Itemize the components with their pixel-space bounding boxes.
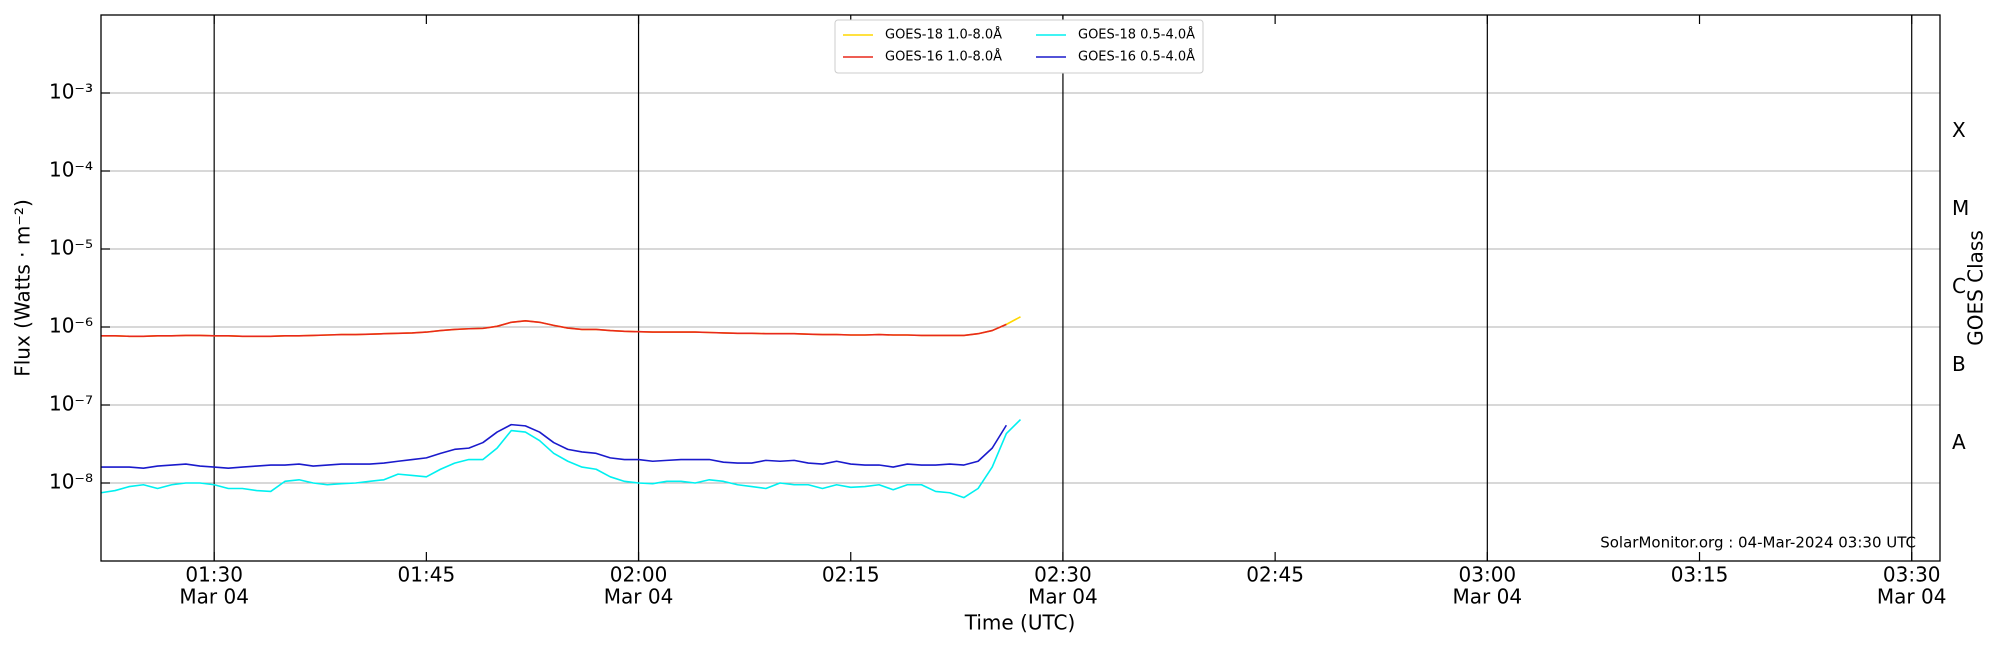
y-tick-label: 10⁻³ (49, 80, 93, 104)
y2-tick-label: B (1952, 352, 1966, 376)
x-tick-label: 02:15 (822, 563, 880, 587)
y2-axis-label: GOES Class (1964, 230, 1988, 346)
series-line (100, 419, 1022, 499)
series-line (101, 423, 1008, 469)
series-line (101, 320, 1007, 338)
legend-box (834, 19, 1204, 74)
y-tick-label: 10⁻⁵ (49, 236, 93, 260)
x-tick-date: Mar 04 (1453, 585, 1523, 609)
y2-tick-label: A (1952, 430, 1966, 454)
plot-frame (100, 14, 1941, 562)
x-tick-label: 02:00 (610, 563, 668, 587)
x-axis-label: Time (UTC) (964, 611, 1076, 635)
x-tick-label: 03:00 (1459, 563, 1517, 587)
y-tick-label: 10⁻⁸ (49, 470, 93, 494)
y2-tick-label: M (1952, 196, 1969, 220)
y2-tick-label: C (1952, 274, 1966, 298)
annotation: SolarMonitor.org : 04-Mar-2024 03:30 UTC (1600, 534, 1916, 552)
x-tick-label: 03:15 (1671, 563, 1729, 587)
x-tick-date: Mar 04 (1028, 585, 1098, 609)
x-tick-date: Mar 04 (1877, 585, 1947, 609)
y-axis-label: Flux (Watts · m⁻²) (11, 199, 35, 377)
y-tick-label: 10⁻⁶ (49, 314, 93, 338)
x-tick-label: 02:30 (1034, 563, 1092, 587)
x-tick-date: Mar 04 (179, 585, 249, 609)
legend-label: GOES-16 1.0-8.0Å (885, 49, 1002, 65)
legend-label: GOES-16 0.5-4.0Å (1078, 49, 1195, 65)
x-tick-label: 01:45 (398, 563, 456, 587)
x-tick-label: 01:30 (185, 563, 243, 587)
y-tick-label: 10⁻⁷ (49, 392, 93, 416)
y-tick-label: 10⁻⁴ (49, 158, 93, 182)
y2-tick-label: X (1952, 118, 1966, 142)
x-tick-label: 03:30 (1883, 563, 1941, 587)
x-tick-date: Mar 04 (604, 585, 674, 609)
legend-label: GOES-18 0.5-4.0Å (1078, 27, 1195, 43)
x-tick-label: 02:45 (1246, 563, 1304, 587)
legend-label: GOES-18 1.0-8.0Å (885, 27, 1002, 43)
